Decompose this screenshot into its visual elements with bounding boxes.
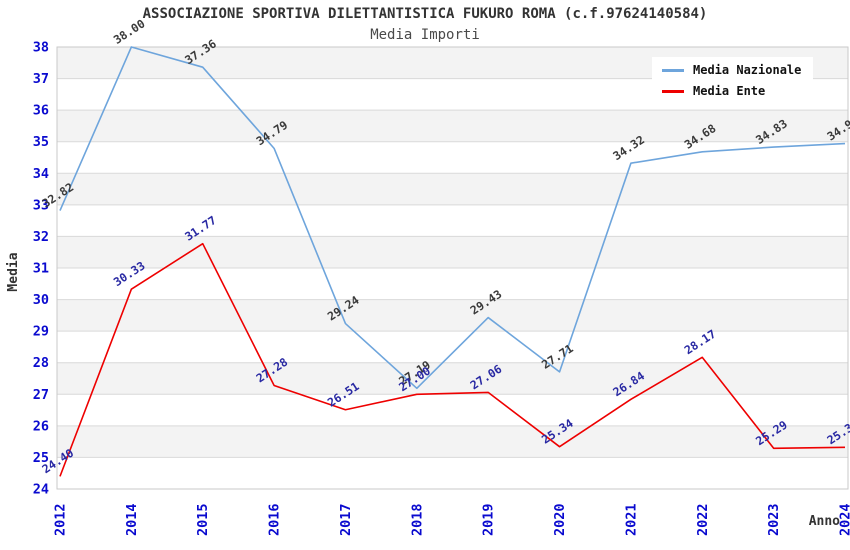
x-tick-label: 2012 <box>53 503 69 536</box>
legend-swatch-media-ente-icon <box>662 89 684 93</box>
x-tick-label: 2015 <box>195 503 211 536</box>
x-tick-label: 2021 <box>623 503 639 536</box>
y-tick-label: 34 <box>33 166 49 182</box>
y-tick-label: 35 <box>33 134 49 150</box>
x-tick-label: 2024 <box>838 503 850 536</box>
y-tick-label: 36 <box>33 103 49 119</box>
x-tick-labels: 2012 2014 2015 2016 2017 2018 2019 2020 2021 2022… <box>53 503 850 536</box>
x-tick-label: 2018 <box>409 503 425 536</box>
legend-item-media-nazionale: Media Nazionale <box>662 63 801 77</box>
y-tick-label: 38 <box>33 40 49 56</box>
y-tick-label: 28 <box>33 355 49 371</box>
chart-subtitle: Media Importi <box>370 27 480 43</box>
grid-bands <box>57 47 848 458</box>
legend-label: Media Ente <box>693 84 766 98</box>
series-line-media-nazionale <box>59 46 846 390</box>
chart-title: ASSOCIAZIONE SPORTIVA DILETTANTISTICA FU… <box>142 6 708 22</box>
y-tick-label: 25 <box>33 450 49 466</box>
legend-label: Media Nazionale <box>693 63 802 77</box>
legend-swatch-media-nazionale-icon <box>662 68 684 72</box>
chart-legend: Media Nazionale Media Ente <box>652 57 814 104</box>
y-tick-label: 37 <box>33 71 49 87</box>
y-tick-label: 30 <box>33 292 49 308</box>
x-tick-label: 2014 <box>124 503 140 536</box>
y-tick-label: 33 <box>33 197 49 213</box>
series-line-media-ente <box>59 242 846 477</box>
x-tick-label: 2019 <box>481 503 497 536</box>
y-tick-label: 24 <box>33 482 49 498</box>
data-label: 38.00 <box>111 16 148 47</box>
y-tick-label: 26 <box>33 418 49 434</box>
y-tick-label: 27 <box>33 387 49 403</box>
y-tick-label: 31 <box>33 261 49 277</box>
y-tick-label: 32 <box>33 229 49 245</box>
y-tick-labels: 24 25 26 27 28 29 30 31 32 33 34 35 36 37 38 <box>33 40 49 498</box>
y-axis-title: Media <box>6 252 21 292</box>
x-tick-label: 2022 <box>695 503 711 536</box>
x-tick-label: 2023 <box>766 503 782 536</box>
plot-border <box>56 46 849 490</box>
x-tick-label: 2020 <box>552 503 568 536</box>
x-tick-label: 2017 <box>338 503 354 536</box>
legend-item-media-ente: Media Ente <box>662 84 801 98</box>
x-tick-label: 2016 <box>267 503 283 536</box>
y-tick-label: 29 <box>33 324 49 340</box>
x-axis-title: Anno <box>808 514 840 529</box>
